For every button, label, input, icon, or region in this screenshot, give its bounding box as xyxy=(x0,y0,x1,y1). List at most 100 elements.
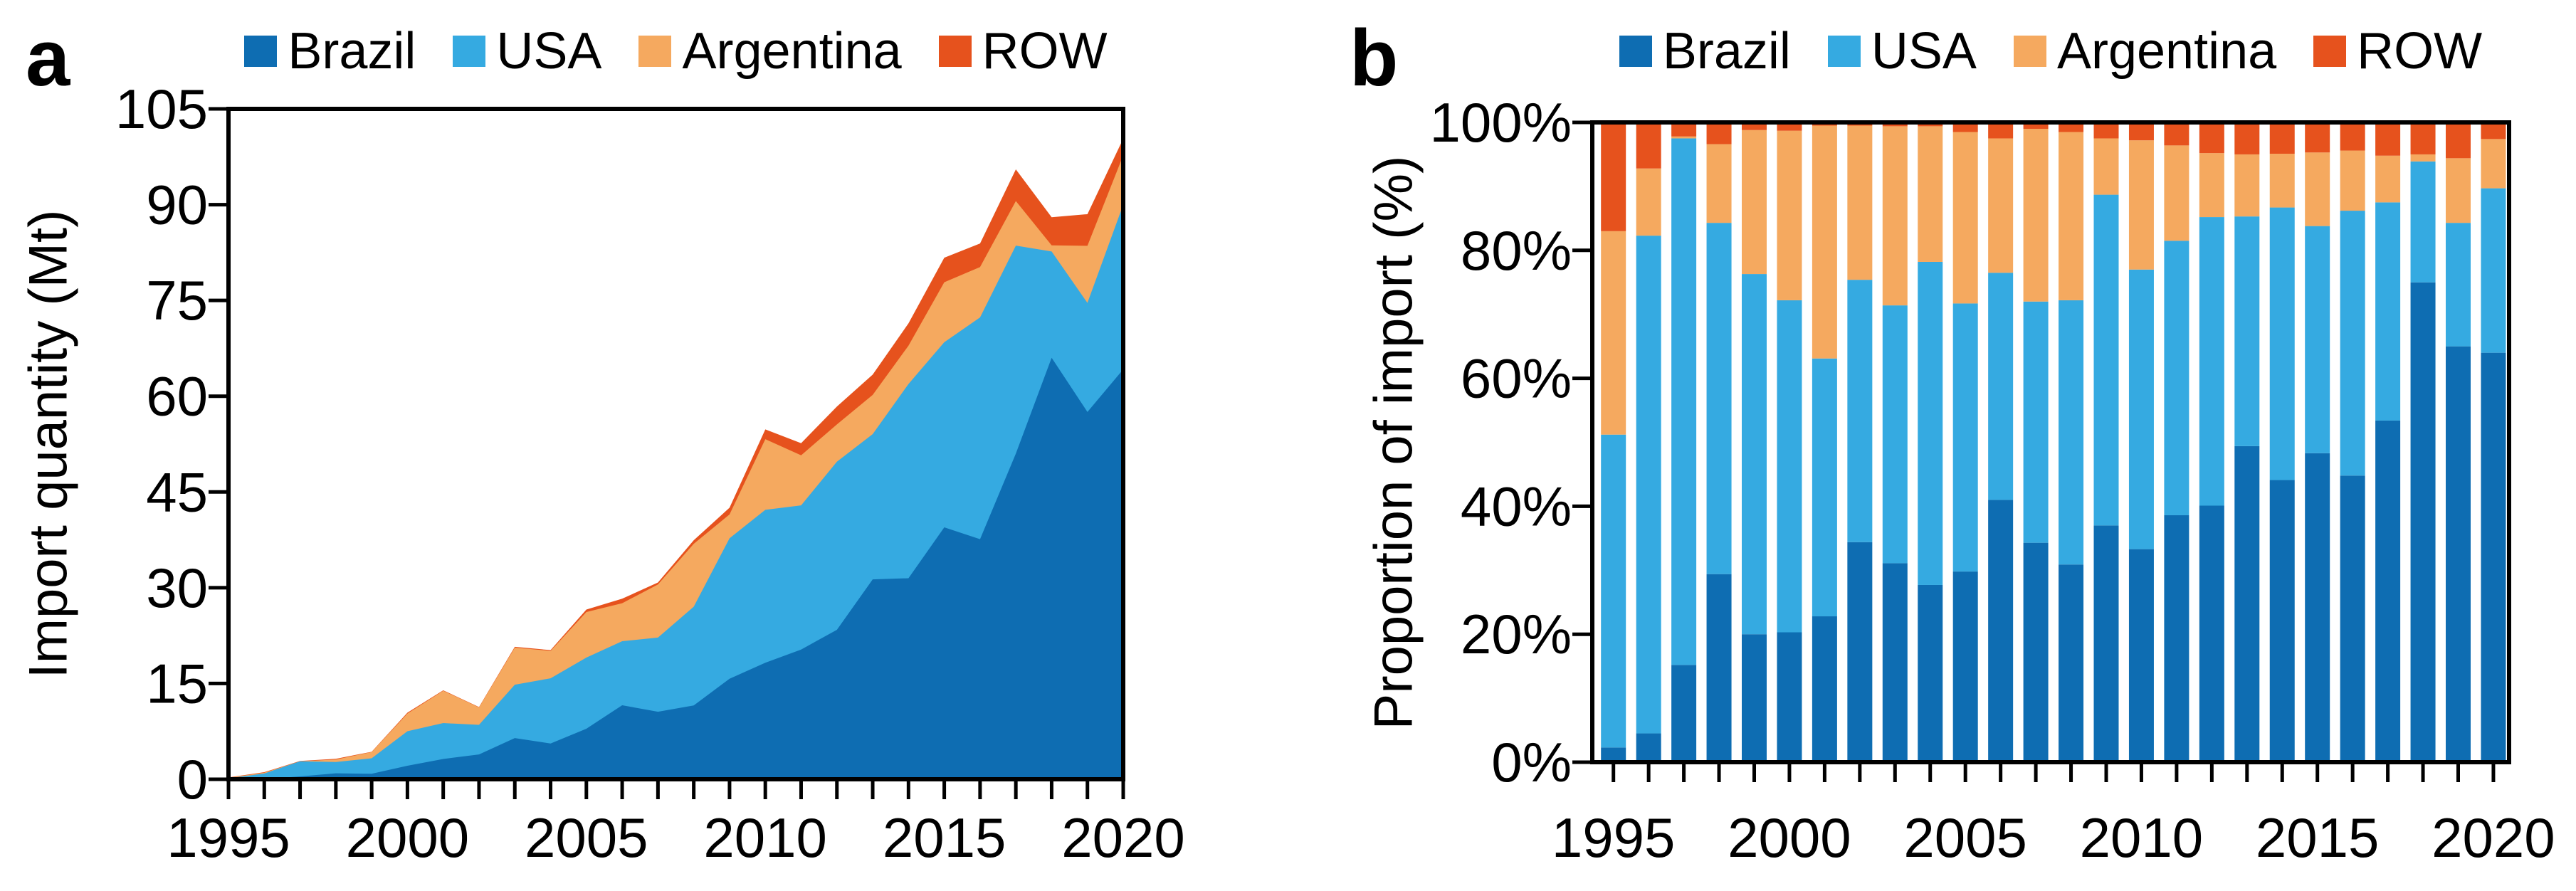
svg-text:2020: 2020 xyxy=(2432,806,2555,869)
bar-segment-usa-2020 xyxy=(2481,188,2506,353)
bar-segment-argentina-2007 xyxy=(2023,128,2049,302)
legend-label: USA xyxy=(496,23,602,80)
bar-segment-usa-2005 xyxy=(1952,303,1978,572)
bar-segment-usa-2016 xyxy=(2340,211,2365,476)
bar-segment-row-2014 xyxy=(2269,122,2295,154)
bar-segment-row-1997 xyxy=(1671,122,1697,137)
legend-label: Brazil xyxy=(288,23,416,80)
legend-item-row: ROW xyxy=(938,22,1108,80)
bar-segment-usa-2009 xyxy=(2093,194,2119,526)
bar-segment-usa-2012 xyxy=(2199,217,2224,506)
svg-text:0%: 0% xyxy=(1491,731,1572,794)
legend-label: Brazil xyxy=(1662,23,1791,80)
legend-label: Argentina xyxy=(682,23,902,80)
svg-text:30: 30 xyxy=(146,557,208,619)
bar-segment-usa-2000 xyxy=(1777,300,1802,633)
bar-segment-brazil-2007 xyxy=(2023,542,2049,762)
svg-text:1995: 1995 xyxy=(167,806,290,869)
brazil-swatch-icon xyxy=(1619,36,1652,67)
bar-segment-brazil-2001 xyxy=(1812,616,1837,762)
svg-text:2005: 2005 xyxy=(525,806,648,869)
panel-b-letter: b xyxy=(1350,14,1399,102)
bar-segment-usa-2018 xyxy=(2410,161,2436,283)
bar-segment-brazil-2019 xyxy=(2446,346,2471,762)
svg-text:75: 75 xyxy=(146,269,208,332)
bar-segment-brazil-2003 xyxy=(1882,563,1908,762)
bar-segment-row-1998 xyxy=(1706,122,1732,144)
bar-segment-brazil-1995 xyxy=(1601,747,1626,762)
bar-segment-brazil-2018 xyxy=(2410,282,2436,762)
legend-item-brazil: Brazil xyxy=(244,22,416,80)
bar-segment-argentina-2018 xyxy=(2410,154,2436,162)
legend-label: USA xyxy=(1871,23,1977,80)
svg-text:100%: 100% xyxy=(1430,91,1572,154)
bar-segment-argentina-2003 xyxy=(1882,126,1908,306)
bar-chart-b: 1995 2000 2005 2010 2015 2020 0% 20% 40% 60% 80% 10… xyxy=(1430,91,2555,869)
bar-segment-argentina-2020 xyxy=(2481,139,2506,189)
bar-segment-row-2009 xyxy=(2093,122,2119,139)
bar-segment-argentina-2006 xyxy=(1988,138,2014,273)
bar-segment-brazil-2012 xyxy=(2199,505,2224,762)
bar-segment-brazil-2015 xyxy=(2305,453,2330,762)
bar-segment-argentina-2010 xyxy=(2128,140,2154,270)
bar-segment-usa-1995 xyxy=(1601,434,1626,748)
bar-segment-argentina-2013 xyxy=(2234,154,2260,217)
bar-segment-row-2010 xyxy=(2128,122,2154,141)
bar-segment-usa-2004 xyxy=(1918,261,1943,585)
row-swatch-icon xyxy=(2313,36,2347,67)
bar-segment-usa-1996 xyxy=(1636,236,1661,734)
argentina-swatch-icon xyxy=(638,36,672,67)
legend-panel-b: Brazil USA Argentina ROW xyxy=(1592,20,2509,83)
svg-text:2000: 2000 xyxy=(346,806,470,869)
bar-segment-argentina-1998 xyxy=(1706,144,1732,223)
svg-text:20%: 20% xyxy=(1461,603,1572,665)
bar-segment-usa-1998 xyxy=(1706,223,1732,574)
bar-segment-brazil-2013 xyxy=(2234,445,2260,762)
bar-segment-brazil-2014 xyxy=(2269,480,2295,762)
bar-segment-usa-2015 xyxy=(2305,226,2330,453)
svg-text:40%: 40% xyxy=(1461,475,1572,537)
bar-segment-row-2017 xyxy=(2375,122,2401,156)
bar-segment-brazil-1997 xyxy=(1671,665,1697,762)
legend-label: ROW xyxy=(982,23,1108,80)
bar-segment-argentina-2000 xyxy=(1777,130,1802,300)
bar-segment-row-1996 xyxy=(1636,122,1661,169)
svg-text:90: 90 xyxy=(146,174,208,236)
legend-item-brazil: Brazil xyxy=(1619,22,1791,80)
area-brazil xyxy=(228,357,1123,779)
svg-text:60: 60 xyxy=(146,365,208,428)
legend-item-usa: USA xyxy=(453,22,601,80)
bar-segment-argentina-2004 xyxy=(1918,126,1943,262)
bar-segment-argentina-2016 xyxy=(2340,150,2365,211)
bar-segment-row-2007 xyxy=(2023,122,2049,129)
svg-text:2010: 2010 xyxy=(2080,806,2204,869)
usa-swatch-icon xyxy=(1827,36,1861,67)
bar-segment-usa-2007 xyxy=(2023,301,2049,543)
bar-segment-brazil-2002 xyxy=(1847,542,1873,762)
bar-segment-argentina-1997 xyxy=(1671,136,1697,139)
legend-label: Argentina xyxy=(2056,23,2277,80)
bar-segment-brazil-2000 xyxy=(1777,632,1802,762)
bar-segment-argentina-2001 xyxy=(1812,125,1837,359)
bar-segment-brazil-1999 xyxy=(1742,634,1767,762)
bar-segment-argentina-2012 xyxy=(2199,153,2224,218)
svg-text:2015: 2015 xyxy=(2256,806,2380,869)
bar-segment-brazil-2017 xyxy=(2375,420,2401,762)
bar-segment-brazil-2016 xyxy=(2340,475,2365,762)
svg-text:2015: 2015 xyxy=(883,806,1006,869)
bar-segment-row-2016 xyxy=(2340,122,2365,151)
svg-text:80%: 80% xyxy=(1461,219,1572,282)
bar-segment-argentina-2011 xyxy=(2164,145,2189,241)
bar-segment-usa-2013 xyxy=(2234,216,2260,446)
bar-segment-row-2005 xyxy=(1952,122,1978,132)
bar-segment-usa-2006 xyxy=(1988,273,2014,500)
bar-segment-argentina-1996 xyxy=(1636,168,1661,236)
svg-text:2000: 2000 xyxy=(1728,806,1851,869)
bar-segment-argentina-2019 xyxy=(2446,158,2471,223)
bar-segment-argentina-2014 xyxy=(2269,154,2295,208)
svg-text:2010: 2010 xyxy=(703,806,827,869)
bar-segment-row-1999 xyxy=(1742,122,1767,130)
bar-segment-brazil-1998 xyxy=(1706,574,1732,762)
